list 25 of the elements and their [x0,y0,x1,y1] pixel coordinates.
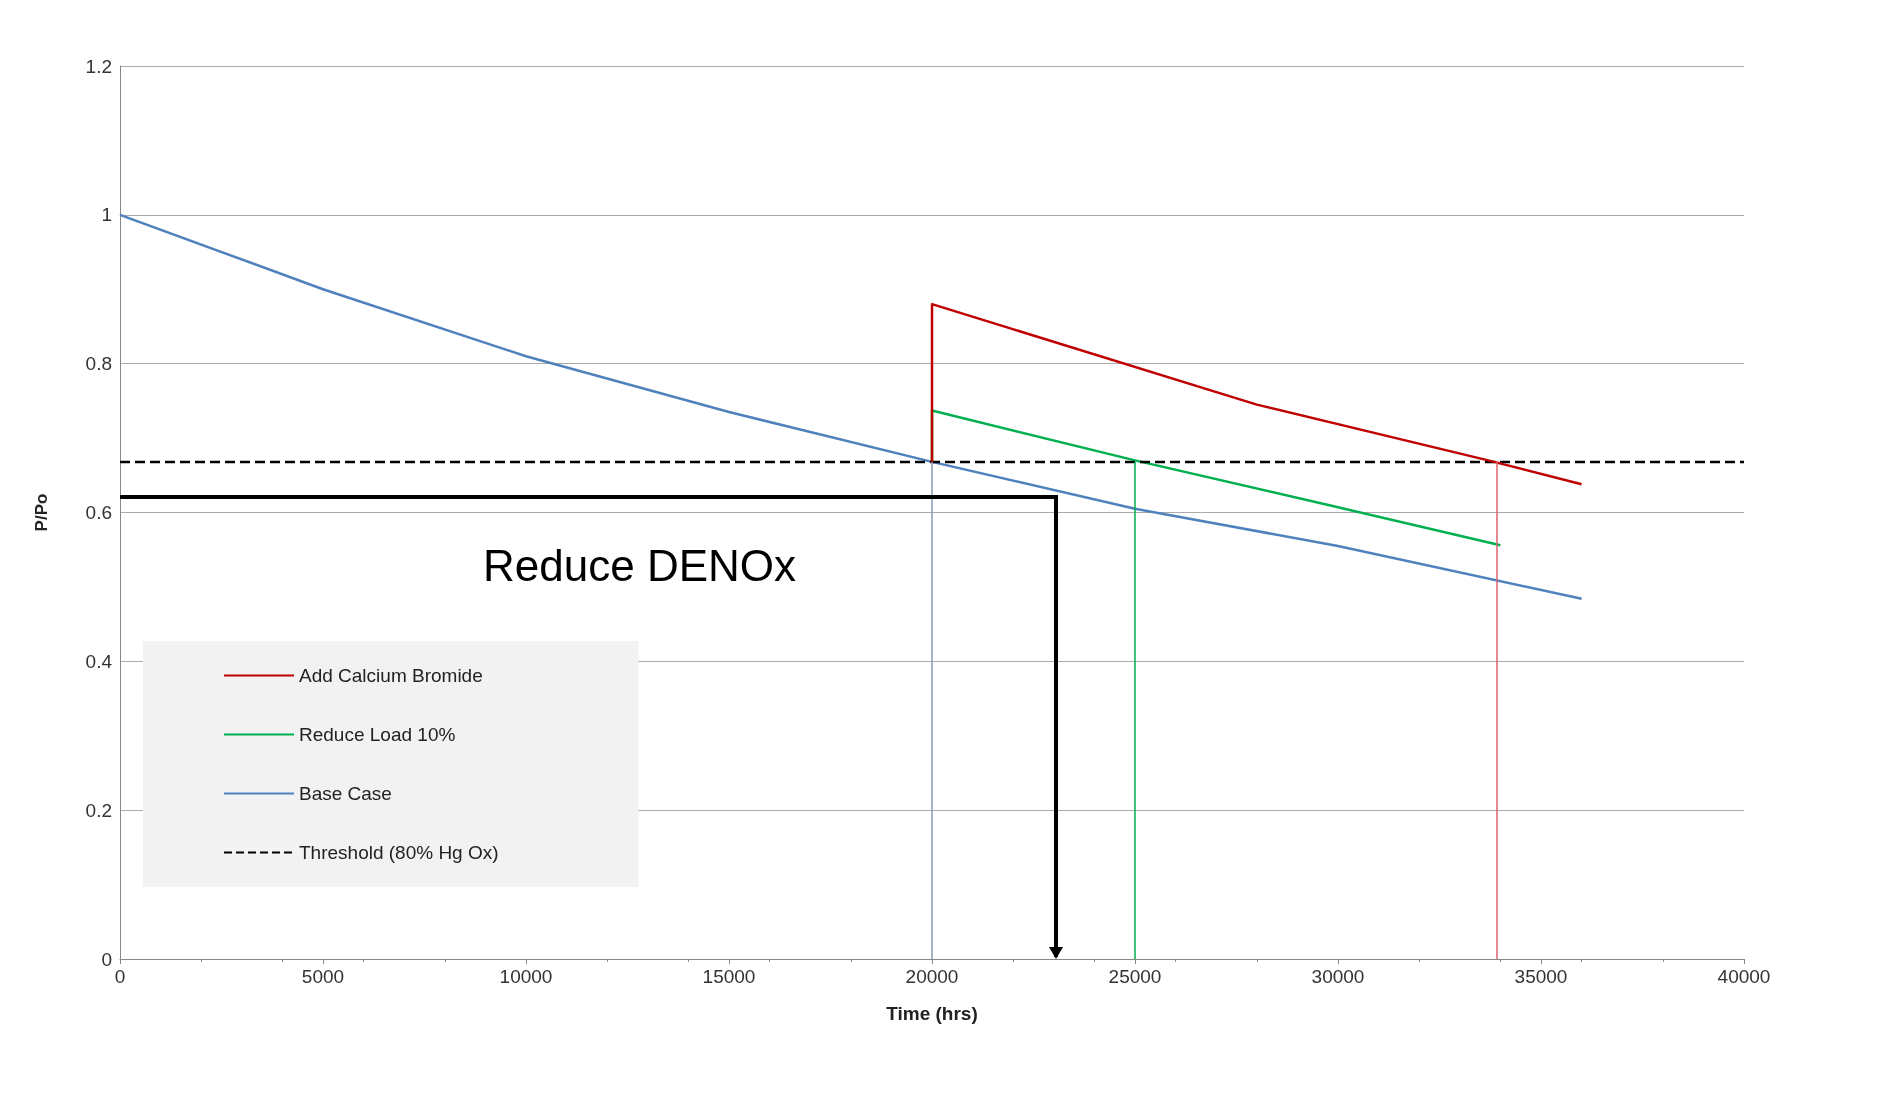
line-series [118,213,1583,601]
y-tick-label: 1 [101,204,112,226]
legend-label: Threshold (80% Hg Ox) [299,842,499,863]
x-tick-label: 15000 [702,966,756,987]
legend-label: Reduce Load 10% [299,724,456,745]
x-tick-label: 10000 [499,966,553,987]
y-tick-label: 0.2 [85,799,112,821]
x-tick-label: 30000 [1311,966,1365,987]
x-tick-label: 40000 [1717,966,1771,987]
x-tick-label: 5000 [301,966,345,987]
x-tick-label: 25000 [1108,966,1162,987]
annotation: Reduce DENOx [483,540,797,590]
x-tick-label: 0 [114,966,126,987]
y-tick-label: 0.4 [85,650,113,672]
x-axis-title: Time (hrs) [886,1003,978,1024]
y-tick-label: 1.2 [85,55,112,77]
y-tick-label: 0 [101,948,112,970]
y-axis-title: P/Po [32,493,51,532]
line-series [930,302,1583,486]
legend-label: Base Case [299,783,392,804]
y-tick-label: 0.8 [85,353,112,375]
x-tick-label: 35000 [1514,966,1568,987]
legend-label: Add Calcium Bromide [299,665,483,686]
y-tick-label: 0.6 [85,502,112,523]
x-tick-label: 20000 [905,966,959,987]
